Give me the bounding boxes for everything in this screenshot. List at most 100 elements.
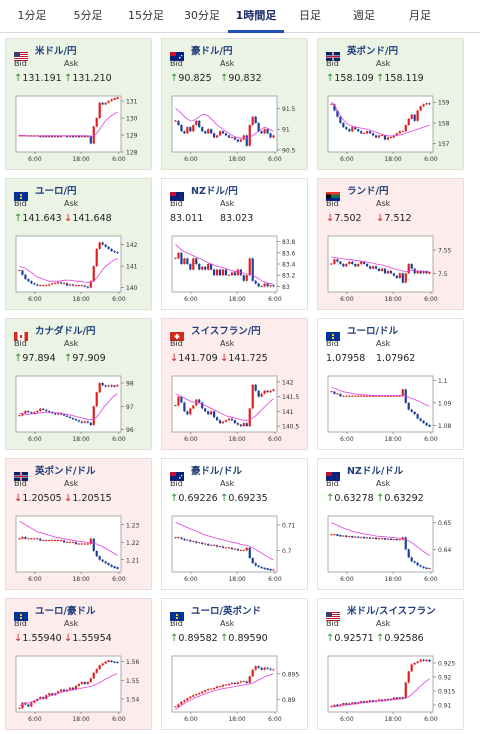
rate-chart[interactable]: 83.8 83.6 83.4 83.2 83 6:00 18:00 6:00 xyxy=(170,234,303,306)
x-tick-label: 6:00 xyxy=(184,716,198,723)
candle xyxy=(30,702,33,707)
candle xyxy=(242,423,245,427)
currency-pair[interactable]: 米ドル/スイスフラン xyxy=(347,606,436,617)
rate-card[interactable]: 英ポンド/ドル Bid Ask ↓1.20505 ↓1.20515 1.23 1.22 1.2… xyxy=(5,458,152,590)
rate-chart[interactable]: 0.65 0.64 6:00 18:00 6:00 xyxy=(326,514,459,586)
currency-pair[interactable]: ユーロ/ドル xyxy=(347,326,398,337)
currency-pair[interactable]: スイスフラン/円 xyxy=(191,326,261,337)
candle xyxy=(428,103,431,105)
rate-chart[interactable]: 1.56 1.55 1.54 6:00 18:00 6:00 xyxy=(14,654,147,726)
candle xyxy=(221,131,225,134)
tab-monthly[interactable]: 月足 xyxy=(409,9,431,22)
candle xyxy=(113,251,116,253)
candle xyxy=(339,534,342,537)
tab-30min[interactable]: 30分足 xyxy=(184,9,220,22)
currency-pair[interactable]: ユーロ/英ポンド xyxy=(191,606,261,617)
candle xyxy=(59,282,63,284)
currency-pair[interactable]: カナダドル/円 xyxy=(35,326,96,337)
candle xyxy=(110,565,113,567)
currency-pair[interactable]: 豪ドル/ドル xyxy=(191,466,242,477)
rate-card[interactable]: カナダドル/円 Bid Ask ↑97.894 ↑97.909 98 97 96 6:00 18:… xyxy=(5,318,152,450)
tab-1min[interactable]: 1分足 xyxy=(17,9,47,22)
rate-card[interactable]: 米ドル/スイスフラン Bid Ask ↑0.92571 ↑0.92586 0.925 0.9… xyxy=(317,598,464,730)
y-tick-label: 0.91 xyxy=(438,703,452,710)
rate-chart[interactable]: 98 97 96 6:00 18:00 6:00 xyxy=(14,374,147,446)
candle xyxy=(410,409,413,412)
tab-1hour[interactable]: 1時間足 xyxy=(228,0,284,33)
candle xyxy=(204,543,207,545)
rate-chart[interactable]: 7.55 7.5 6:00 18:00 6:00 xyxy=(326,234,459,306)
y-tick-label: 159 xyxy=(438,100,450,107)
tab-5min[interactable]: 5分足 xyxy=(73,9,103,22)
currency-pair[interactable]: ユーロ/円 xyxy=(35,186,77,197)
rate-chart[interactable]: 91.5 91 90.5 6:00 18:00 6:00 xyxy=(170,94,303,166)
candle xyxy=(180,252,183,264)
candle xyxy=(369,700,372,702)
candle xyxy=(330,534,333,536)
rate-card[interactable]: 英ポンド/円 Bid Ask ↑158.109 ↑158.119 159 158 157 6:0… xyxy=(317,38,464,170)
rate-card[interactable]: NZドル/円 Bid Ask 83.011 83.023 83.8 83.6 83.4 83.2… xyxy=(161,178,308,310)
rate-chart[interactable]: 1.23 1.22 1.21 6:00 18:00 6:00 xyxy=(14,514,147,586)
candle xyxy=(416,661,419,663)
candle xyxy=(59,689,63,692)
bid-label: Bid xyxy=(14,59,27,68)
rate-chart[interactable]: 0.895 0.89 6:00 18:00 6:00 xyxy=(170,654,303,726)
rate-card[interactable]: 米ドル/円 Bid Ask ↑131.191 ↑131.210 131 130 129 128 6… xyxy=(5,38,152,170)
candle xyxy=(21,413,24,416)
rate-chart[interactable]: 142 141 140 6:00 18:00 6:00 xyxy=(14,234,147,306)
bid-price: ↑158.109 xyxy=(326,73,374,84)
candle xyxy=(342,122,345,128)
candle xyxy=(51,540,54,541)
x-tick-label: 6:00 xyxy=(112,716,126,723)
rate-chart[interactable]: 159 158 157 6:00 18:00 6:00 xyxy=(326,94,459,166)
candle xyxy=(254,384,257,391)
candle xyxy=(48,540,51,541)
rate-card[interactable]: NZドル/ドル Bid Ask ↑0.63278 ↑0.63292 0.65 0.64 6:0… xyxy=(317,458,464,590)
rate-chart[interactable]: 142 141.5 141 140.5 6:00 18:00 6:00 xyxy=(170,374,303,446)
candle xyxy=(192,125,195,132)
rate-card[interactable]: ユーロ/ドル Bid Ask 1.07958 1.07962 1.1 1.09 1.08 6:0… xyxy=(317,318,464,450)
arrow-up-icon: ↑ xyxy=(14,213,23,224)
ask-label: Ask xyxy=(64,59,79,68)
arrow-down-icon: ↓ xyxy=(326,213,335,224)
currency-pair[interactable]: 豪ドル/円 xyxy=(191,46,233,57)
candle xyxy=(57,691,60,694)
y-tick-label: 91 xyxy=(282,127,290,134)
plot-area xyxy=(15,235,122,293)
candle xyxy=(89,135,92,144)
candle xyxy=(113,385,116,387)
tab-daily[interactable]: 日足 xyxy=(299,9,321,22)
rate-card[interactable]: スイスフラン/円 Bid Ask ↓141.709 ↓141.725 142 141.5 14… xyxy=(161,318,308,450)
rate-card[interactable]: 豪ドル/円 Bid Ask ↑90.825 ↑90.832 91.5 91 90.5 6:00 1… xyxy=(161,38,308,170)
tab-weekly[interactable]: 週足 xyxy=(353,9,375,22)
currency-pair[interactable]: 英ポンド/円 xyxy=(347,46,398,57)
rate-chart[interactable]: 0.71 0.7 6:00 18:00 6:00 xyxy=(170,514,303,586)
ask-price: ↑0.63292 xyxy=(376,493,424,504)
candle xyxy=(80,135,83,138)
rate-chart[interactable]: 131 130 129 128 6:00 18:00 6:00 xyxy=(14,94,147,166)
candle xyxy=(86,682,89,684)
rate-card[interactable]: ランド/円 Bid Ask ↓7.502 ↓7.512 7.55 7.5 6:00 18:00 6… xyxy=(317,178,464,310)
candle xyxy=(195,120,198,126)
rate-card[interactable]: ユーロ/豪ドル Bid Ask ↓1.55940 ↓1.55954 1.56 1.55 1.5… xyxy=(5,598,152,730)
candle xyxy=(183,131,186,134)
candle xyxy=(189,127,192,132)
candle xyxy=(398,131,401,134)
currency-pair[interactable]: NZドル/円 xyxy=(191,186,238,197)
currency-pair[interactable]: NZドル/ドル xyxy=(347,466,404,477)
rate-card[interactable]: ユーロ/英ポンド Bid Ask ↑0.89582 ↑0.89590 0.895 0.89 6… xyxy=(161,598,308,730)
currency-pair[interactable]: 英ポンド/ドル xyxy=(35,466,96,477)
currency-pair[interactable]: 米ドル/円 xyxy=(35,46,77,57)
tab-15min[interactable]: 15分足 xyxy=(128,9,164,22)
currency-pair[interactable]: ランド/円 xyxy=(347,186,389,197)
rate-chart[interactable]: 1.1 1.09 1.08 6:00 18:00 6:00 xyxy=(326,374,459,446)
candle xyxy=(65,541,69,543)
rate-card[interactable]: 豪ドル/ドル Bid Ask ↑0.69226 ↑0.69235 0.71 0.7 6:00 1… xyxy=(161,458,308,590)
candle xyxy=(404,125,407,132)
y-tick-label: 1.55 xyxy=(126,678,140,685)
rate-chart[interactable]: 0.925 0.92 0.915 0.91 6:00 18:00 6:00 xyxy=(326,654,459,726)
candle xyxy=(333,391,336,394)
rate-card[interactable]: ユーロ/円 Bid Ask ↑141.643 ↓141.648 142 141 140 6:00… xyxy=(5,178,152,310)
currency-pair[interactable]: ユーロ/豪ドル xyxy=(35,606,96,617)
